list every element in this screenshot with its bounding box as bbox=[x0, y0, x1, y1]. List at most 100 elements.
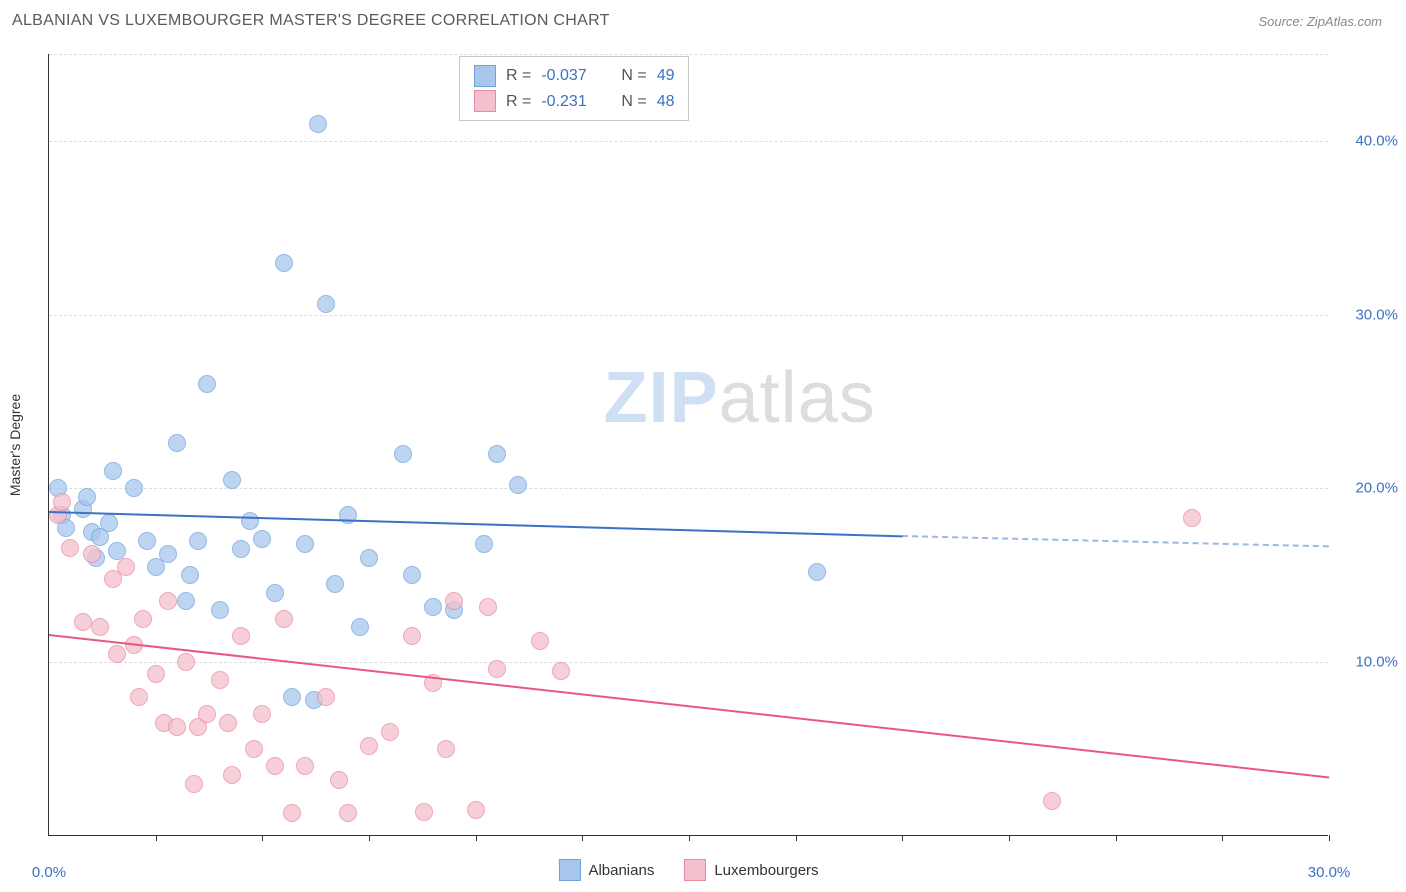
watermark-atlas: atlas bbox=[719, 358, 876, 438]
chart-title: ALBANIAN VS LUXEMBOURGER MASTER'S DEGREE… bbox=[12, 12, 610, 30]
scatter-point bbox=[808, 563, 826, 581]
stat-n-value: 48 bbox=[657, 89, 675, 115]
stat-r-value: -0.037 bbox=[541, 63, 611, 89]
stats-row: R = -0.231 N = 48 bbox=[474, 89, 674, 115]
y-tick-label: 20.0% bbox=[1338, 480, 1398, 497]
legend-item: Luxembourgers bbox=[684, 859, 818, 881]
scatter-point bbox=[159, 592, 177, 610]
scatter-point bbox=[479, 598, 497, 616]
watermark: ZIPatlas bbox=[604, 357, 876, 439]
scatter-point bbox=[181, 566, 199, 584]
gridline bbox=[49, 488, 1328, 489]
x-tick-mark bbox=[582, 835, 583, 841]
scatter-point bbox=[53, 493, 71, 511]
scatter-point bbox=[185, 775, 203, 793]
scatter-point bbox=[168, 718, 186, 736]
scatter-point bbox=[275, 610, 293, 628]
x-tick-mark bbox=[1329, 835, 1330, 841]
scatter-point bbox=[445, 592, 463, 610]
gridline bbox=[49, 315, 1328, 316]
scatter-point bbox=[177, 653, 195, 671]
stat-n-label: N = bbox=[621, 63, 646, 89]
scatter-point bbox=[415, 803, 433, 821]
scatter-point bbox=[266, 757, 284, 775]
scatter-point bbox=[78, 488, 96, 506]
scatter-point bbox=[223, 471, 241, 489]
bottom-legend: Albanians Luxembourgers bbox=[558, 859, 818, 881]
scatter-point bbox=[339, 804, 357, 822]
stats-box: R =-0.037N =49R =-0.231N =48 bbox=[459, 56, 689, 121]
scatter-point bbox=[488, 660, 506, 678]
scatter-point bbox=[168, 434, 186, 452]
gridline bbox=[49, 141, 1328, 142]
trend-line bbox=[902, 535, 1329, 547]
scatter-point bbox=[232, 627, 250, 645]
stat-r-value: -0.231 bbox=[541, 89, 611, 115]
legend-swatch bbox=[684, 859, 706, 881]
scatter-point bbox=[394, 445, 412, 463]
legend-label: Albanians bbox=[588, 862, 654, 879]
scatter-point bbox=[381, 723, 399, 741]
legend-swatch bbox=[558, 859, 580, 881]
scatter-point bbox=[211, 671, 229, 689]
scatter-point bbox=[130, 688, 148, 706]
legend-item: Albanians bbox=[558, 859, 654, 881]
gridline bbox=[49, 662, 1328, 663]
watermark-zip: ZIP bbox=[604, 358, 719, 438]
stat-n-label: N = bbox=[621, 89, 646, 115]
scatter-point bbox=[253, 705, 271, 723]
scatter-point bbox=[1043, 792, 1061, 810]
scatter-point bbox=[403, 627, 421, 645]
scatter-point bbox=[189, 532, 207, 550]
scatter-point bbox=[138, 532, 156, 550]
scatter-point bbox=[317, 295, 335, 313]
x-tick-label: 30.0% bbox=[1308, 864, 1351, 881]
source-label: Source: ZipAtlas.com bbox=[1258, 14, 1382, 29]
x-tick-mark bbox=[156, 835, 157, 841]
trend-line bbox=[49, 511, 902, 537]
scatter-point bbox=[61, 539, 79, 557]
y-axis-label: Master's Degree bbox=[7, 393, 23, 495]
scatter-point bbox=[108, 645, 126, 663]
legend-swatch bbox=[474, 65, 496, 87]
scatter-point bbox=[241, 512, 259, 530]
scatter-point bbox=[266, 584, 284, 602]
y-tick-label: 40.0% bbox=[1338, 132, 1398, 149]
scatter-point bbox=[296, 535, 314, 553]
scatter-point bbox=[330, 771, 348, 789]
trend-line bbox=[49, 634, 1329, 778]
gridline bbox=[49, 54, 1328, 55]
scatter-point bbox=[147, 665, 165, 683]
scatter-point bbox=[309, 115, 327, 133]
x-tick-mark bbox=[1009, 835, 1010, 841]
y-tick-label: 30.0% bbox=[1338, 306, 1398, 323]
scatter-point bbox=[509, 476, 527, 494]
x-tick-mark bbox=[369, 835, 370, 841]
legend-swatch bbox=[474, 90, 496, 112]
scatter-point bbox=[245, 740, 263, 758]
scatter-point bbox=[326, 575, 344, 593]
x-tick-label: 0.0% bbox=[32, 864, 66, 881]
scatter-point bbox=[424, 598, 442, 616]
scatter-point bbox=[253, 530, 271, 548]
scatter-point bbox=[117, 558, 135, 576]
scatter-point bbox=[198, 375, 216, 393]
scatter-point bbox=[177, 592, 195, 610]
y-tick-label: 10.0% bbox=[1338, 654, 1398, 671]
scatter-point bbox=[1183, 509, 1201, 527]
scatter-point bbox=[134, 610, 152, 628]
scatter-point bbox=[91, 618, 109, 636]
scatter-point bbox=[223, 766, 241, 784]
x-tick-mark bbox=[902, 835, 903, 841]
scatter-point bbox=[74, 613, 92, 631]
stat-r-label: R = bbox=[506, 89, 531, 115]
scatter-point bbox=[488, 445, 506, 463]
scatter-point bbox=[531, 632, 549, 650]
stat-r-label: R = bbox=[506, 63, 531, 89]
scatter-point bbox=[283, 804, 301, 822]
x-tick-mark bbox=[689, 835, 690, 841]
scatter-point bbox=[467, 801, 485, 819]
scatter-point bbox=[219, 714, 237, 732]
x-tick-mark bbox=[796, 835, 797, 841]
scatter-point bbox=[100, 514, 118, 532]
